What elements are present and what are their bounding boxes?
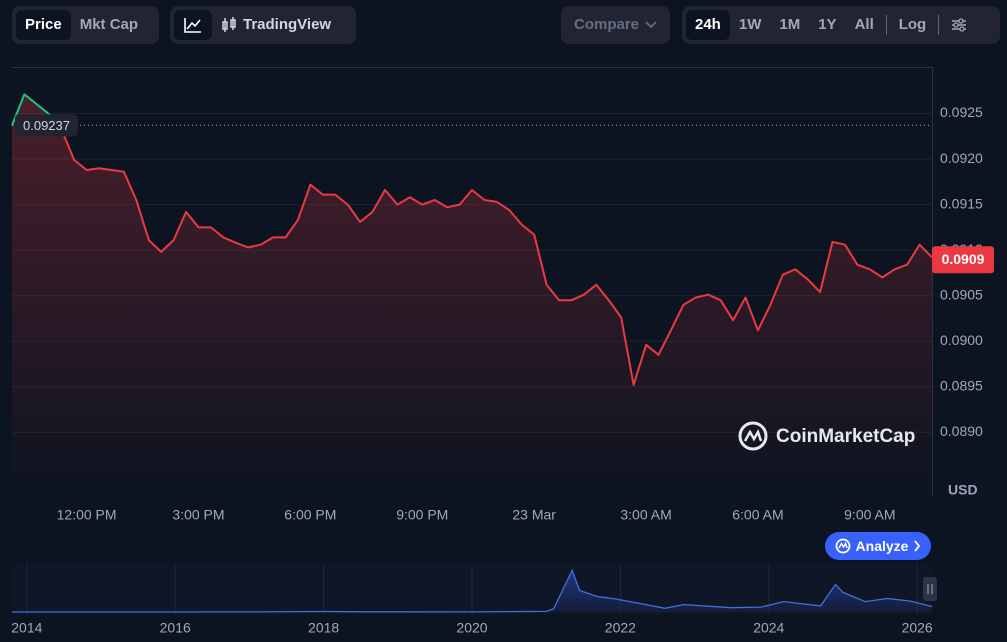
range-tabs: 24h 1W 1M 1Y All Log bbox=[682, 6, 1000, 44]
navigator-x-tick-label: 2018 bbox=[308, 620, 339, 636]
x-tick-label: 6:00 AM bbox=[732, 507, 783, 523]
line-icon bbox=[184, 18, 201, 33]
navigator-x-tick-label: 2024 bbox=[753, 620, 784, 636]
handle-box bbox=[923, 577, 937, 601]
compare-label: Compare bbox=[565, 10, 666, 40]
tradingview-label: TradingView bbox=[243, 16, 332, 33]
tab-market-cap[interactable]: Mkt Cap bbox=[79, 16, 139, 33]
y-tick-label: 0.0895 bbox=[940, 377, 983, 393]
price-area bbox=[12, 94, 932, 497]
range-1y[interactable]: 1Y bbox=[818, 16, 837, 33]
reference-label-box bbox=[15, 114, 78, 137]
y-unit-label: USD bbox=[948, 482, 978, 498]
analyze-button[interactable]: Analyze bbox=[825, 532, 931, 560]
separator bbox=[885, 15, 887, 35]
watermark-logo-mark bbox=[743, 428, 763, 442]
log-toggle[interactable]: Log bbox=[898, 16, 927, 33]
range-all[interactable]: All bbox=[854, 16, 874, 33]
chevron-right bbox=[914, 540, 921, 552]
tab-price[interactable]: Price bbox=[16, 10, 71, 40]
candle-icon bbox=[222, 17, 236, 32]
navigator-x-tick-label: 2026 bbox=[902, 620, 933, 636]
x-tick-label: 3:00 AM bbox=[620, 507, 671, 523]
y-tick-label: 0.0915 bbox=[940, 195, 983, 211]
analyze-icon bbox=[835, 538, 850, 554]
plot-layer: 0.08900.08950.09000.09050.09100.09150.09… bbox=[11, 93, 994, 636]
y-tick-label: 0.0920 bbox=[940, 150, 983, 166]
settings-button[interactable] bbox=[942, 10, 976, 40]
navigator-x-tick-label: 2014 bbox=[11, 620, 42, 636]
y-tick-label: 0.0925 bbox=[940, 104, 983, 120]
x-tick-label: 12:00 PM bbox=[57, 507, 117, 523]
separator bbox=[938, 15, 940, 35]
view-tabs: TradingView bbox=[170, 6, 356, 44]
analyze-label: Analyze bbox=[855, 538, 909, 554]
y-tick-label: 0.0890 bbox=[940, 423, 983, 439]
line-view-button[interactable] bbox=[174, 10, 212, 40]
navigator-x-tick-label: 2022 bbox=[605, 620, 636, 636]
price-line bbox=[11, 93, 933, 386]
tradingview-button[interactable]: TradingView bbox=[212, 10, 340, 40]
navigator-x-tick-label: 2016 bbox=[160, 620, 191, 636]
compare-dropdown[interactable]: Compare bbox=[561, 6, 670, 44]
x-tick-label: 9:00 AM bbox=[844, 507, 895, 523]
compare-text: Compare bbox=[573, 16, 640, 33]
x-tick-label: 6:00 PM bbox=[284, 507, 336, 523]
navigator-line bbox=[12, 568, 933, 613]
x-tick-label: 9:00 PM bbox=[396, 507, 448, 523]
reference-label: 0.09237 bbox=[23, 118, 70, 133]
y-tick-label: 0.0900 bbox=[940, 332, 983, 348]
y-tick-label: 0.0905 bbox=[940, 286, 983, 302]
navigator-area bbox=[12, 570, 932, 612]
navigator-x-tick-label: 2020 bbox=[456, 620, 487, 636]
price-tabs: Price Mkt Cap bbox=[12, 6, 159, 44]
range-1w[interactable]: 1W bbox=[738, 16, 762, 33]
x-tick-label: 3:00 PM bbox=[172, 507, 224, 523]
range-24h[interactable]: 24h bbox=[686, 10, 730, 40]
settings-icon bbox=[952, 18, 967, 32]
range-1m[interactable]: 1M bbox=[779, 16, 801, 33]
x-tick-label: 23 Mar bbox=[512, 507, 556, 523]
watermark-logo bbox=[738, 421, 768, 451]
watermark-text: CoinMarketCap bbox=[776, 426, 915, 447]
navigator-handle bbox=[923, 577, 937, 601]
watermark: CoinMarketCap bbox=[738, 421, 915, 451]
current-price-label: 0.0909 bbox=[942, 251, 985, 267]
chevron-down bbox=[645, 21, 657, 29]
current-price-box bbox=[932, 246, 994, 274]
